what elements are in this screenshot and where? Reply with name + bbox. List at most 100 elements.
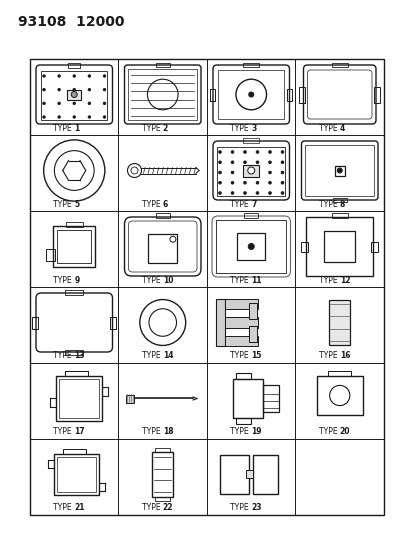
Circle shape	[256, 171, 258, 174]
Bar	[126, 394, 134, 402]
Circle shape	[73, 75, 75, 77]
Bar	[216, 220, 286, 273]
Bar	[225, 299, 257, 309]
Circle shape	[103, 75, 105, 77]
Text: TYPE: TYPE	[318, 124, 339, 133]
Bar	[216, 147, 285, 196]
Bar	[301, 241, 308, 252]
Text: TYPE: TYPE	[53, 504, 74, 513]
Bar	[316, 376, 362, 415]
Circle shape	[230, 151, 233, 154]
Bar	[332, 198, 346, 202]
Bar	[328, 372, 350, 376]
Text: TYPE: TYPE	[230, 199, 251, 208]
Text: 8: 8	[339, 199, 344, 208]
Text: 16: 16	[339, 351, 349, 360]
Bar	[299, 86, 305, 102]
Bar	[253, 455, 277, 494]
Bar	[155, 448, 170, 453]
Text: 13: 13	[74, 351, 85, 360]
Circle shape	[230, 192, 233, 195]
Circle shape	[337, 168, 342, 173]
Circle shape	[243, 181, 246, 184]
Circle shape	[248, 92, 253, 97]
Text: TYPE: TYPE	[53, 351, 74, 360]
Bar	[128, 69, 197, 120]
Text: TYPE: TYPE	[141, 351, 162, 360]
Text: 12: 12	[339, 276, 349, 285]
Circle shape	[218, 151, 221, 154]
Bar	[243, 165, 259, 176]
Text: TYPE: TYPE	[230, 504, 251, 513]
Bar	[248, 326, 256, 342]
Circle shape	[268, 151, 271, 154]
Circle shape	[58, 88, 60, 91]
Circle shape	[243, 171, 246, 174]
Circle shape	[230, 181, 233, 184]
Circle shape	[43, 116, 45, 118]
Circle shape	[103, 116, 105, 118]
Circle shape	[256, 151, 258, 154]
Circle shape	[88, 88, 90, 91]
Bar	[225, 317, 257, 328]
Circle shape	[280, 151, 283, 154]
Bar	[66, 222, 83, 227]
Circle shape	[43, 102, 45, 104]
Text: 9: 9	[74, 276, 79, 285]
Bar	[243, 138, 259, 143]
Bar	[243, 63, 259, 67]
Bar	[306, 217, 372, 276]
Bar	[324, 231, 354, 262]
Circle shape	[280, 181, 283, 184]
Bar	[41, 71, 107, 120]
Circle shape	[268, 181, 271, 184]
Circle shape	[280, 171, 283, 174]
Bar	[155, 63, 169, 67]
Circle shape	[218, 181, 221, 184]
Circle shape	[256, 192, 258, 195]
Text: TYPE: TYPE	[53, 276, 74, 285]
Circle shape	[73, 102, 75, 104]
Circle shape	[280, 161, 283, 164]
Bar	[334, 166, 344, 175]
Circle shape	[43, 75, 45, 77]
Circle shape	[73, 88, 75, 91]
Bar	[56, 376, 102, 421]
Bar	[32, 317, 38, 328]
Circle shape	[218, 161, 221, 164]
Bar	[373, 86, 379, 102]
Circle shape	[243, 151, 246, 154]
Text: TYPE: TYPE	[318, 199, 339, 208]
Circle shape	[58, 75, 60, 77]
Circle shape	[58, 102, 60, 104]
Text: TYPE: TYPE	[230, 276, 251, 285]
Circle shape	[256, 181, 258, 184]
Bar	[248, 303, 256, 319]
Text: 4: 4	[339, 124, 344, 133]
Bar	[244, 213, 258, 218]
Circle shape	[218, 192, 221, 195]
Bar	[220, 455, 249, 494]
Text: 10: 10	[162, 276, 173, 285]
Text: TYPE: TYPE	[230, 351, 251, 360]
Circle shape	[230, 171, 233, 174]
Text: TYPE: TYPE	[141, 504, 162, 513]
Bar	[57, 230, 91, 263]
Bar	[246, 471, 253, 479]
Bar	[67, 90, 81, 100]
Bar	[46, 248, 55, 261]
Bar	[152, 453, 173, 497]
Circle shape	[268, 192, 271, 195]
Circle shape	[243, 192, 246, 195]
Text: TYPE: TYPE	[318, 351, 339, 360]
Circle shape	[88, 116, 90, 118]
Circle shape	[230, 161, 233, 164]
Text: TYPE: TYPE	[318, 276, 339, 285]
Circle shape	[243, 161, 246, 164]
Bar	[225, 336, 257, 346]
Text: 6: 6	[162, 199, 168, 208]
Bar	[148, 234, 177, 263]
Bar	[305, 145, 373, 196]
Text: 2: 2	[162, 124, 168, 133]
Text: 3: 3	[251, 124, 256, 133]
